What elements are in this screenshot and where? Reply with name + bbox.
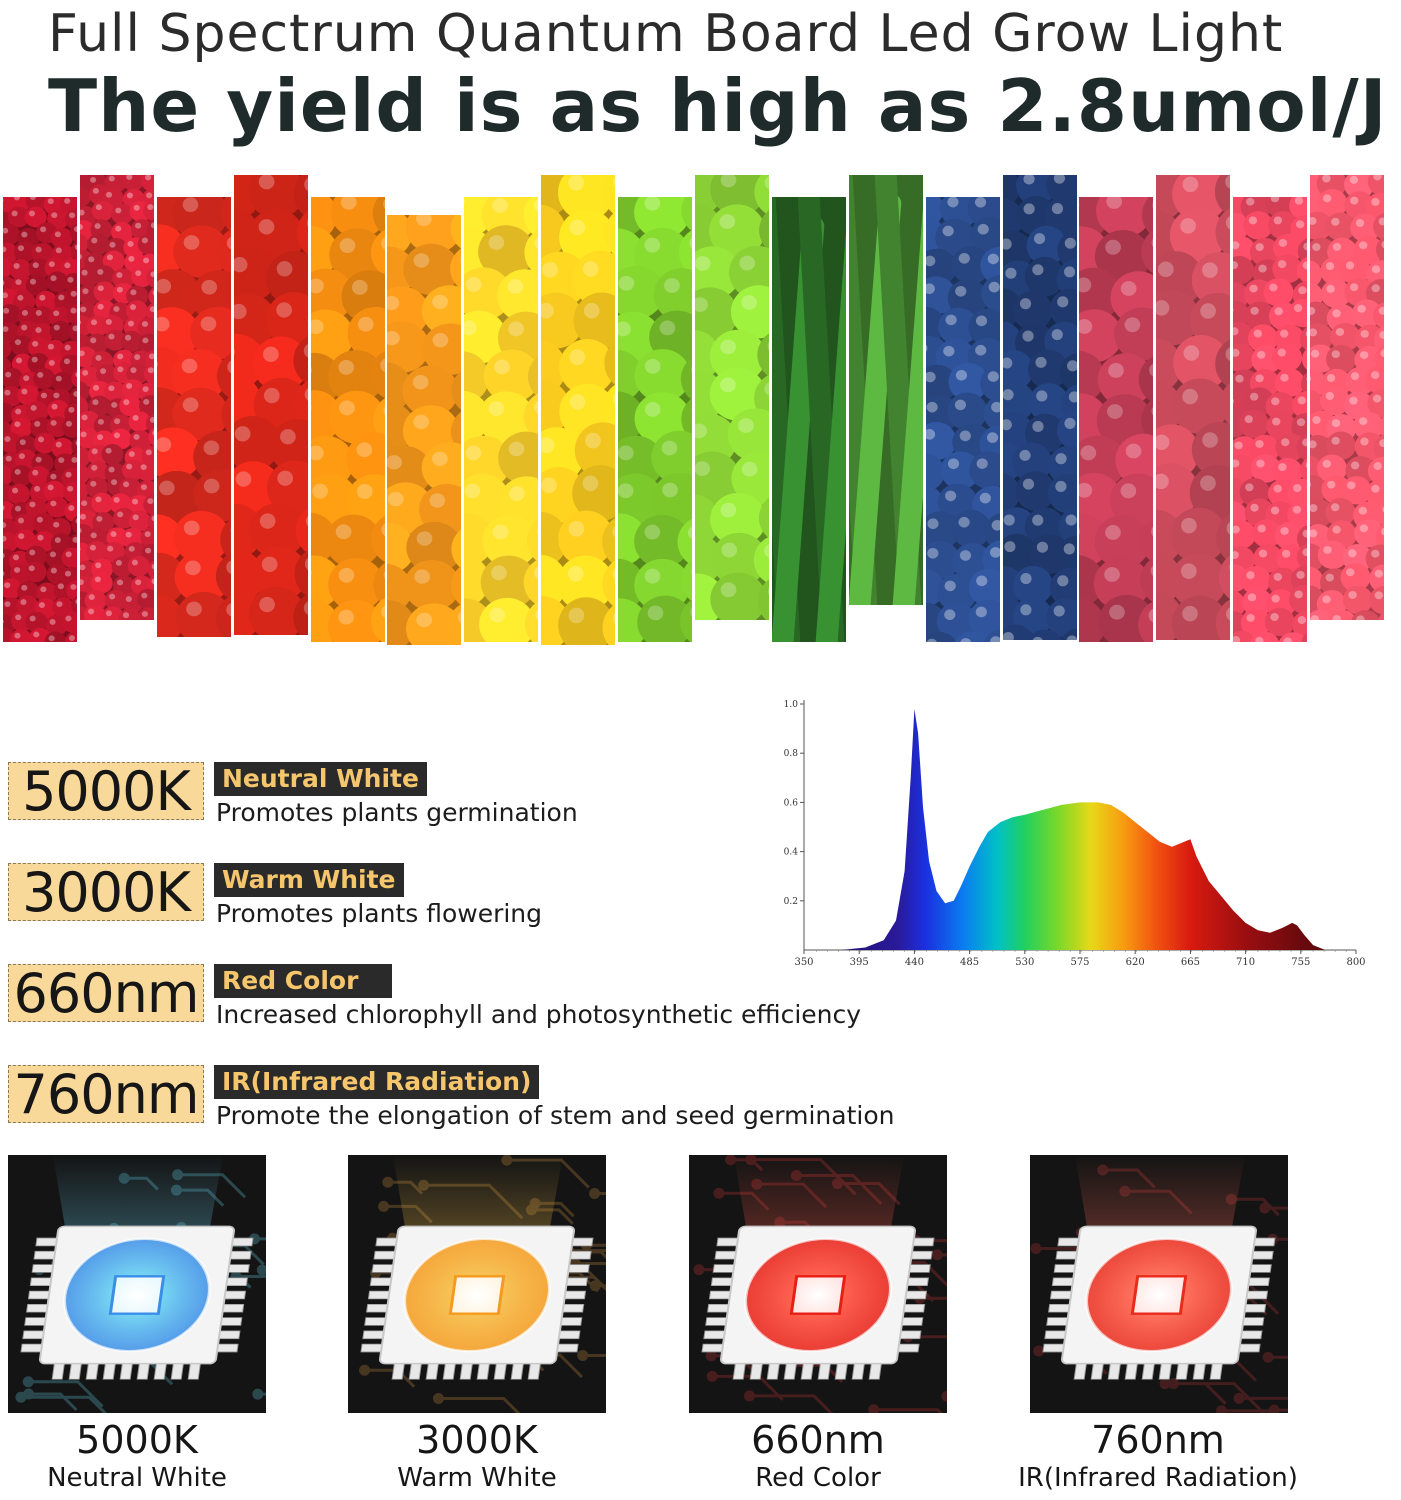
spec-value: 660nm (8, 964, 204, 1022)
y-tick-label: 0.8 (784, 749, 799, 759)
chip-value: 5000K (76, 1418, 198, 1462)
spec-description: Promote the elongation of stem and seed … (216, 1101, 895, 1130)
tomato-strip (156, 197, 231, 637)
green-apple-strip (618, 197, 693, 642)
spec-description: Increased chlorophyll and photosynthetic… (216, 1000, 862, 1029)
raspberry-strip (1310, 175, 1385, 620)
cucumber-strip (848, 175, 923, 605)
y-tick-label: 0.2 (784, 897, 798, 907)
x-tick-label: 530 (1015, 957, 1034, 968)
spec-row-3000k: 3000K Warm White Promotes plants floweri… (8, 863, 908, 933)
grape-strip (1079, 197, 1154, 642)
spec-value: 3000K (8, 863, 204, 921)
x-tick-label: 485 (960, 957, 979, 968)
led-chip-660nm-image (689, 1155, 947, 1413)
y-tick-label: 1.0 (784, 700, 799, 710)
spec-tag: IR(Infrared Radiation) (214, 1065, 540, 1099)
spec-tag: Neutral White (214, 762, 427, 796)
x-tick-label: 710 (1236, 957, 1255, 968)
page-subtitle: The yield is as high as 2.8umol/J (48, 64, 1388, 148)
y-tick-label: 0.6 (784, 798, 799, 808)
tomato-strip (233, 175, 308, 635)
x-tick-label: 755 (1291, 957, 1310, 968)
x-tick-label: 665 (1181, 957, 1200, 968)
chip-name: IR(Infrared Radiation) (1018, 1463, 1298, 1493)
chip-caption-760nm: 760nm IR(Infrared Radiation) (1008, 1418, 1308, 1494)
cucumber-strip (771, 197, 846, 642)
chip-name: Neutral White (47, 1463, 227, 1493)
x-tick-label: 350 (794, 957, 813, 968)
chip-value: 3000K (416, 1418, 538, 1462)
chip-caption-660nm: 660nm Red Color (668, 1418, 968, 1494)
led-chip-760nm-image (1030, 1155, 1288, 1413)
x-tick-label: 575 (1070, 957, 1089, 968)
pomegranate-strip (79, 175, 154, 620)
lemon-strip (464, 197, 539, 642)
spec-description: Promotes plants flowering (216, 899, 543, 928)
spec-description: Promotes plants germination (216, 798, 578, 827)
x-tick-label: 620 (1126, 957, 1145, 968)
raspberry-strip (1233, 197, 1308, 642)
chip-caption-5000k: 5000K Neutral White (0, 1418, 287, 1494)
grape-strip (1156, 175, 1231, 640)
chip-name: Red Color (755, 1463, 881, 1493)
green-apple-strip (695, 175, 769, 620)
chip-name: Warm White (397, 1463, 557, 1493)
y-tick-label: 0.4 (784, 848, 799, 858)
x-tick-label: 800 (1346, 957, 1365, 968)
blueberry-strip (1002, 175, 1077, 640)
spec-row-760nm: 760nm IR(Infrared Radiation) Promote the… (8, 1065, 908, 1135)
pomegranate-strip (3, 197, 77, 642)
fruit-strip-banner (0, 175, 1401, 645)
led-chip-3000k-image (348, 1155, 606, 1413)
chip-caption-3000k: 3000K Warm White (327, 1418, 627, 1494)
spec-value: 760nm (8, 1065, 204, 1123)
spec-row-660nm: 660nm Red Color Increased chlorophyll an… (8, 964, 908, 1034)
spec-tag: Red Color (214, 964, 392, 998)
x-tick-label: 395 (850, 957, 869, 968)
spec-value: 5000K (8, 762, 204, 820)
led-chip-5000k-image (8, 1155, 266, 1413)
spectrum-chart: 350 395 440 485 530 575 620 665 710 755 800 0.2 0.4 0… (784, 700, 1366, 968)
spec-row-5000k: 5000K Neutral White Promotes plants germ… (8, 762, 908, 832)
spectrum-curve (804, 708, 1356, 950)
x-tick-label: 440 (905, 957, 924, 968)
orange-strip (310, 197, 385, 642)
spec-tag: Warm White (214, 863, 404, 897)
page-title: Full Spectrum Quantum Board Led Grow Lig… (48, 4, 1284, 64)
chip-value: 660nm (751, 1418, 885, 1462)
chip-value: 760nm (1091, 1418, 1225, 1462)
orange-strip (387, 215, 462, 645)
blueberry-strip (925, 197, 1000, 642)
lemon-strip (541, 175, 616, 645)
